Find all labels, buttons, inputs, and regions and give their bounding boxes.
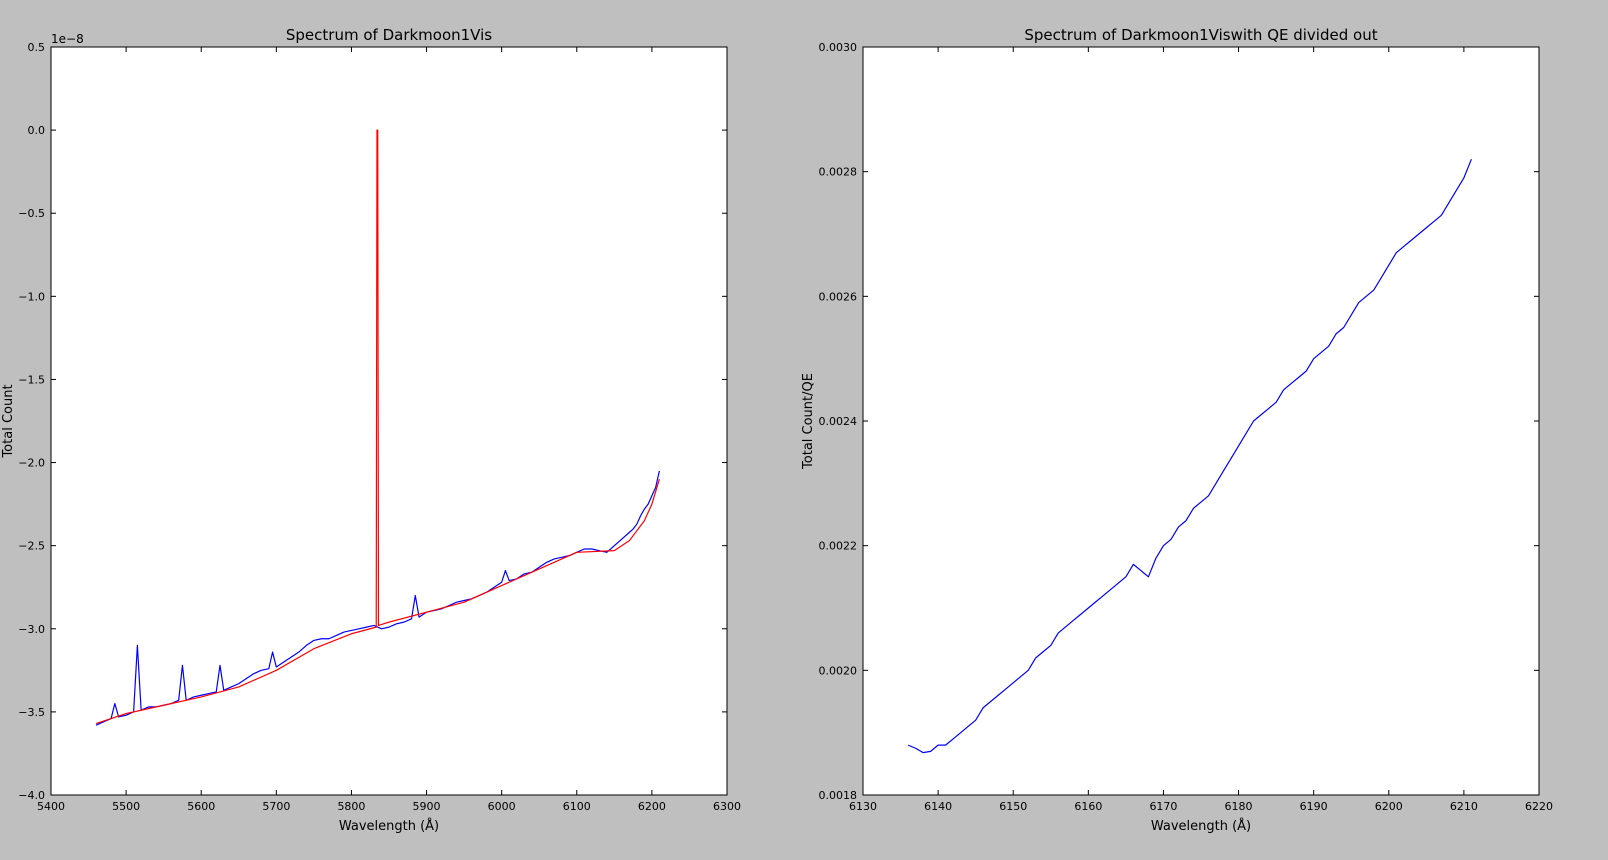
x-tick-label: 6150 <box>999 800 1027 813</box>
y-tick-label: 0.0026 <box>819 290 858 303</box>
y-tick-label: 0.0018 <box>819 789 858 802</box>
x-tick-label: 6130 <box>849 800 877 813</box>
x-tick-label: 6100 <box>563 800 591 813</box>
plot-frame <box>50 46 728 796</box>
y-tick-label: −2.5 <box>18 540 45 553</box>
plot-area <box>863 47 1539 795</box>
y-tick-label: −2.0 <box>18 457 45 470</box>
x-tick-label: 6200 <box>1375 800 1403 813</box>
x-tick-label: 5700 <box>262 800 290 813</box>
y-tick-label: 0.0 <box>28 124 46 137</box>
y-tick-label: −1.0 <box>18 290 45 303</box>
x-tick-label: 6140 <box>924 800 952 813</box>
y-tick-label: 0.0024 <box>819 415 858 428</box>
chart-1: 5400 5500 5600 5700 5800 5900 6000 6100 6200 6300… <box>1 26 741 834</box>
x-axis-label: Wavelength (Å) <box>1151 818 1251 834</box>
x-tick-label: 6200 <box>638 800 666 813</box>
x-tick-label: 6180 <box>1225 800 1253 813</box>
x-tick-label: 5500 <box>112 800 140 813</box>
y-axis-label: Total Count/QE <box>801 373 816 470</box>
x-tick-label: 6170 <box>1149 800 1177 813</box>
y-tick-label: −3.0 <box>18 623 45 636</box>
chart-title: Spectrum of Darkmoon1Vis <box>286 26 492 44</box>
x-tick-label: 6220 <box>1525 800 1553 813</box>
y-tick-label: −0.5 <box>18 207 45 220</box>
y-tick-label: 0.0030 <box>819 41 858 54</box>
x-tick-label: 5800 <box>337 800 365 813</box>
y-tick-label: 0.5 <box>28 41 46 54</box>
y-tick-label: 0.0022 <box>819 540 858 553</box>
x-tick-label: 6160 <box>1074 800 1102 813</box>
y-axis-label: Total Count <box>1 384 16 458</box>
series-group <box>907 158 1472 754</box>
chart-title: Spectrum of Darkmoon1Viswith QE divided … <box>1024 26 1377 44</box>
series-group <box>95 129 660 726</box>
series-line-2 <box>95 129 660 725</box>
x-tick-label: 6000 <box>488 800 516 813</box>
series-line-1 <box>907 158 1472 754</box>
y-tick-label: −4.0 <box>18 789 45 802</box>
y-offset-text: 1e−8 <box>51 32 84 46</box>
x-tick-label: 5600 <box>187 800 215 813</box>
x-tick-label: 5900 <box>413 800 441 813</box>
x-tick-label: 6300 <box>713 800 741 813</box>
y-tick-label: 0.0020 <box>819 664 858 677</box>
x-tick-label: 6210 <box>1450 800 1478 813</box>
y-tick-label: 0.0028 <box>819 166 858 179</box>
y-tick-label: −3.5 <box>18 706 45 719</box>
y-tick-label: −1.5 <box>18 373 45 386</box>
x-tick-label: 5400 <box>37 800 65 813</box>
series-line-1 <box>95 470 660 726</box>
x-axis-label: Wavelength (Å) <box>339 818 439 834</box>
plot-area <box>51 47 727 795</box>
x-tick-label: 6190 <box>1300 800 1328 813</box>
chart-2: 6130 6140 6150 6160 6170 6180 6190 6200 6210 6220… <box>801 26 1553 834</box>
